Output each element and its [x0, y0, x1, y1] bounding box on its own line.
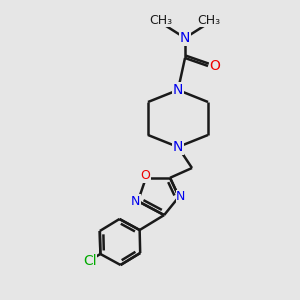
Text: Cl: Cl	[83, 254, 96, 268]
Text: O: O	[140, 169, 150, 182]
Text: N: N	[131, 195, 141, 208]
Text: CH₃: CH₃	[149, 14, 172, 26]
Text: N: N	[176, 190, 186, 203]
Text: N: N	[173, 83, 183, 97]
Text: O: O	[210, 59, 220, 73]
Text: N: N	[173, 83, 183, 97]
Text: N: N	[180, 31, 190, 45]
Text: CH₃: CH₃	[197, 14, 220, 26]
Text: N: N	[173, 140, 183, 154]
